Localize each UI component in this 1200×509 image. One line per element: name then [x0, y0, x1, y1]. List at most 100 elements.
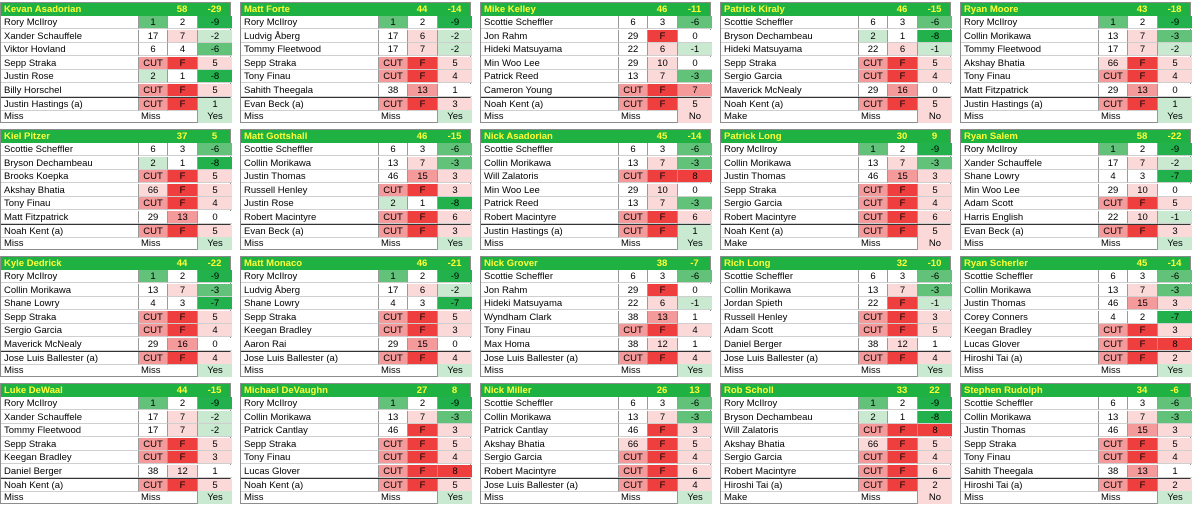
player-score: 7 — [1127, 156, 1157, 170]
player-score: 13 — [647, 310, 677, 324]
player-position: 46 — [1098, 424, 1127, 437]
amateur-row: Evan Beck (a) CUT F 3 — [961, 224, 1192, 238]
entry-footer: Miss Miss Yes — [241, 364, 472, 377]
player-position: CUT — [858, 70, 887, 83]
player-row: Justin Rose 2 1 -8 — [1, 70, 232, 83]
player-score: 1 — [167, 156, 197, 170]
entry-card: Nick Grover 38 -7 Scottie Scheffler 6 3 -6 Jon … — [480, 256, 712, 377]
entry-score: 30 — [896, 131, 908, 142]
player-row: Scottie Scheffler 6 3 -6 — [721, 270, 952, 283]
player-position: CUT — [858, 183, 887, 197]
player-position: 46 — [858, 170, 887, 183]
player-row: Collin Morikawa 13 7 -3 — [481, 410, 712, 424]
entry-card: Luke DeWaal 44 -15 Rory McIlroy 1 2 -9 Xander S… — [0, 383, 232, 504]
entry-total: 9 — [931, 131, 938, 142]
amateur-score: F — [887, 225, 917, 238]
entry-footer: Miss Miss Yes — [1, 110, 232, 123]
amateur-name: Jose Luis Ballester (a) — [481, 479, 618, 492]
entry-header: Patrick Kiraly 46 -15 — [721, 3, 950, 16]
entrant-name: Kyle Dedrick — [4, 258, 62, 269]
player-score: F — [167, 324, 197, 337]
player-name: Min Woo Lee — [961, 184, 1098, 197]
player-row: Xander Schauffele 17 7 -2 — [1, 29, 232, 43]
player-row: Scottie Scheffler 6 3 -6 — [1, 143, 232, 156]
player-score: F — [887, 197, 917, 210]
player-name: Will Zalatoris — [481, 170, 618, 183]
player-name: Viktor Hovland — [1, 43, 138, 56]
player-name: Rory McIlroy — [1, 16, 138, 29]
player-to-par: -6 — [677, 270, 712, 283]
player-score: 3 — [647, 397, 677, 410]
player-name: Min Woo Lee — [481, 184, 618, 197]
player-position: 46 — [378, 170, 407, 183]
player-row: Tony Finau CUT F 4 — [961, 451, 1192, 464]
player-position: 2 — [378, 197, 407, 210]
entrant-name: Ryan Scherler — [964, 258, 1028, 269]
amateur-row: Justin Hastings (a) CUT F 1 — [961, 97, 1192, 111]
player-score: 7 — [887, 283, 917, 297]
player-row: Rory McIlroy 1 2 -9 — [241, 397, 472, 410]
entry-header: Kyle Dedrick 44 -22 — [1, 257, 230, 270]
entry-header: Matt Monaco 46 -21 — [241, 257, 470, 270]
entrant-name: Michael DeVaughn — [244, 385, 328, 396]
amateur-row: Noah Kent (a) CUT F 5 — [1, 478, 232, 492]
player-position: 1 — [378, 16, 407, 29]
player-to-par: 8 — [1157, 337, 1192, 351]
player-position: 13 — [618, 197, 647, 210]
player-name: Aaron Rai — [241, 338, 378, 351]
player-row: Scottie Scheffler 6 3 -6 — [721, 16, 952, 29]
player-score: 3 — [887, 270, 917, 283]
player-position: 46 — [378, 424, 407, 437]
player-row: Hideki Matsuyama 22 6 -1 — [481, 43, 712, 56]
player-row: Collin Morikawa 13 7 -3 — [241, 156, 472, 170]
entrant-name: Stephen Rudolph — [964, 385, 1043, 396]
player-to-par: 5 — [1157, 197, 1192, 210]
player-to-par: 4 — [677, 324, 712, 337]
player-row: Bryson Dechambeau 2 1 -8 — [721, 410, 952, 424]
cut-pick-label: Miss — [964, 492, 984, 503]
player-name: Matt Fitzpatrick — [1, 211, 138, 224]
amateur-row: Jose Luis Ballester (a) CUT F 4 — [481, 351, 712, 365]
player-score: F — [887, 310, 917, 324]
player-name: Collin Morikawa — [961, 30, 1098, 43]
player-score: 2 — [887, 397, 917, 410]
entry-header: Michael DeVaughn 27 8 — [241, 384, 470, 397]
player-score: 3 — [647, 270, 677, 283]
amateur-row: Justin Hastings (a) CUT F 1 — [1, 97, 232, 111]
player-score: F — [647, 324, 677, 337]
player-name: Sergio Garcia — [481, 451, 618, 464]
player-score: 7 — [407, 410, 437, 424]
player-position: 6 — [1098, 397, 1127, 410]
player-score: F — [407, 464, 437, 478]
entrant-name: Rich Long — [724, 258, 771, 269]
player-score: F — [167, 451, 197, 464]
cut-pick-label: Miss — [244, 365, 264, 376]
entry-footer: Make Miss No — [721, 491, 952, 504]
player-position: 17 — [138, 424, 167, 437]
player-to-par: -7 — [1157, 170, 1192, 183]
player-row: Sahith Theegala 38 13 1 — [241, 83, 472, 97]
player-position: CUT — [378, 183, 407, 197]
player-score: 1 — [887, 29, 917, 43]
player-score: 7 — [167, 424, 197, 437]
player-name: Justin Rose — [1, 70, 138, 83]
player-row: Tony Finau CUT F 4 — [1, 197, 232, 210]
entry-total: -7 — [690, 258, 699, 269]
player-score: 7 — [407, 43, 437, 56]
amateur-score: F — [407, 352, 437, 365]
entry-total: -29 — [207, 4, 222, 15]
amateur-position: CUT — [138, 352, 167, 365]
player-to-par: 3 — [917, 310, 952, 324]
player-row: Cameron Young CUT F 7 — [481, 83, 712, 97]
player-position: CUT — [858, 197, 887, 210]
player-name: Bryson Dechambeau — [721, 411, 858, 424]
player-to-par: 0 — [1157, 83, 1192, 97]
entry-card: Stephen Rudolph 34 -6 Scottie Scheffler 6 3 -6… — [960, 383, 1192, 504]
cut-pick-label: Miss — [4, 238, 24, 249]
entry-footer: Miss Miss Yes — [481, 364, 712, 377]
player-row: Xander Schauffele 17 7 -2 — [1, 410, 232, 424]
player-to-par: -9 — [1157, 143, 1192, 156]
player-to-par: 5 — [917, 183, 952, 197]
player-row: Min Woo Lee 29 10 0 — [481, 183, 712, 197]
player-score: 2 — [167, 270, 197, 283]
